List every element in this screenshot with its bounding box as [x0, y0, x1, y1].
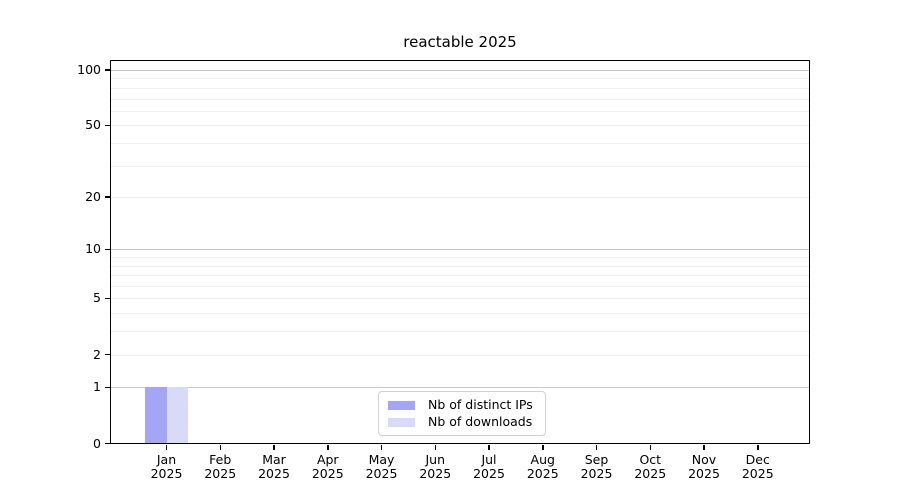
x-tick-label: Aug 2025 — [526, 451, 559, 481]
y-tick-label: 2 — [93, 346, 101, 362]
y-tick-mark — [105, 69, 110, 71]
legend-swatch-downloads — [388, 417, 415, 427]
gridline-minor — [110, 331, 810, 333]
plot-frame — [110, 60, 810, 444]
x-tick-label: Dec 2025 — [741, 451, 774, 481]
x-tick-label: Nov 2025 — [688, 451, 720, 481]
x-tick-mark — [595, 445, 598, 450]
legend-item-downloads: Nb of downloads — [388, 415, 536, 429]
chart-title: reactable 2025 — [403, 33, 517, 51]
gridline-minor — [110, 110, 810, 112]
x-tick-mark — [703, 445, 705, 450]
gridline-minor — [110, 275, 810, 277]
x-tick-mark — [434, 445, 436, 450]
gridline-minor — [110, 197, 810, 199]
y-tick-label: 10 — [85, 241, 101, 257]
x-tick-mark — [757, 445, 759, 450]
x-tick-mark — [649, 445, 651, 450]
legend-swatch-distinct-ips — [388, 400, 415, 410]
y-tick-mark — [105, 353, 110, 356]
gridline-minor — [110, 298, 810, 300]
gridline-minor — [110, 313, 810, 315]
y-tick-label: 1 — [93, 379, 101, 395]
gridline-minor — [110, 125, 810, 127]
y-tick-mark — [105, 297, 110, 300]
x-tick-label: Sep 2025 — [580, 451, 613, 481]
x-tick-label: Jun 2025 — [419, 451, 452, 481]
legend-label-distinct-ips: Nb of distinct IPs — [428, 397, 533, 412]
gridline-minor — [110, 286, 810, 288]
y-tick-label: 50 — [85, 117, 101, 133]
y-tick-mark — [105, 196, 110, 198]
gridline-minor — [110, 265, 810, 267]
gridline-minor — [110, 87, 810, 89]
x-tick-mark — [219, 445, 221, 450]
x-tick-mark — [273, 445, 275, 450]
gridline-minor — [110, 257, 810, 259]
gridline-major — [110, 249, 810, 251]
legend: Nb of distinct IPs Nb of downloads — [378, 391, 546, 436]
x-tick-mark — [488, 445, 490, 450]
x-tick-label: Apr 2025 — [311, 451, 344, 481]
gridline-major — [110, 70, 810, 71]
gridline-minor — [110, 98, 810, 100]
bar-distinct-ips — [145, 387, 167, 444]
x-tick-label: May 2025 — [365, 451, 398, 481]
y-tick-mark — [105, 442, 110, 445]
legend-item-distinct-ips: Nb of distinct IPs — [388, 398, 536, 412]
y-tick-mark — [105, 248, 110, 251]
x-tick-label: Jan 2025 — [150, 451, 183, 481]
gridline-minor — [110, 78, 810, 80]
x-tick-label: Mar 2025 — [258, 451, 290, 481]
x-tick-mark — [542, 445, 544, 450]
y-tick-label: 5 — [93, 290, 101, 306]
y-tick-mark — [105, 124, 110, 127]
x-tick-mark — [327, 445, 329, 450]
gridline-major — [110, 387, 810, 389]
gridline-minor — [110, 165, 810, 167]
y-tick-mark — [105, 386, 110, 389]
gridline-minor — [110, 142, 810, 144]
gridline-minor — [110, 354, 810, 356]
y-tick-label: 100 — [77, 62, 101, 77]
x-tick-mark — [380, 445, 383, 450]
y-tick-label: 20 — [85, 189, 101, 205]
y-tick-label: 0 — [93, 435, 101, 451]
bar-downloads — [166, 387, 188, 444]
x-tick-mark — [165, 445, 168, 450]
legend-label-downloads: Nb of downloads — [428, 414, 533, 429]
x-tick-label: Jul 2025 — [473, 451, 505, 481]
x-tick-label: Oct 2025 — [634, 451, 667, 481]
x-tick-label: Feb 2025 — [204, 451, 237, 481]
